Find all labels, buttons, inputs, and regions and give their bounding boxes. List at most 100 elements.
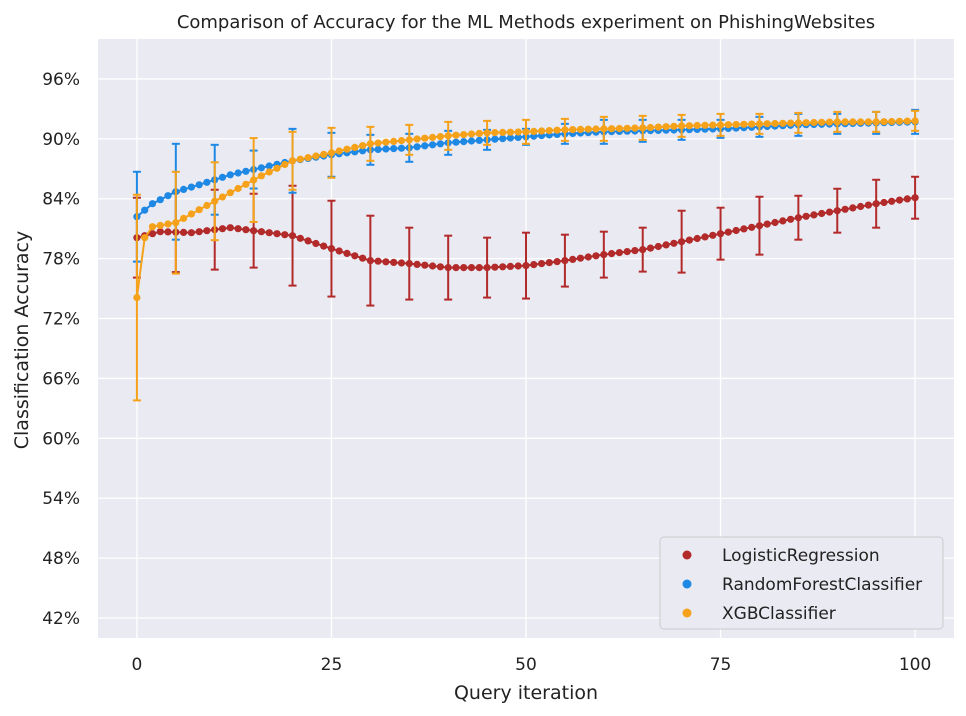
y-tick-label: 78% — [42, 250, 80, 270]
data-point — [748, 120, 756, 128]
x-tick-label: 0 — [131, 655, 142, 675]
data-point — [716, 230, 725, 238]
data-point — [156, 228, 164, 236]
data-point — [685, 122, 694, 130]
data-point — [522, 262, 530, 270]
data-point — [561, 126, 569, 134]
y-tick-label: 84% — [42, 190, 80, 210]
data-point — [794, 214, 803, 222]
legend-label: RandomForestClassifier — [722, 575, 922, 595]
data-point — [335, 147, 343, 155]
data-point — [382, 145, 390, 153]
x-axis-title: Query iteration — [454, 682, 598, 704]
data-point — [226, 171, 234, 179]
data-point — [366, 140, 374, 148]
data-point — [701, 233, 709, 241]
data-point — [646, 244, 655, 252]
data-point — [849, 204, 857, 212]
data-point — [288, 232, 297, 240]
data-point — [530, 127, 538, 135]
data-point — [436, 263, 444, 271]
data-point — [211, 197, 219, 205]
data-point — [483, 264, 491, 272]
data-point — [172, 219, 180, 227]
data-point — [592, 125, 600, 133]
data-point — [724, 121, 732, 129]
data-point — [491, 129, 499, 137]
data-point — [841, 118, 849, 126]
data-point — [569, 255, 577, 263]
data-point — [429, 133, 437, 141]
data-point — [257, 228, 265, 236]
data-point — [226, 224, 234, 232]
data-point — [849, 118, 857, 126]
y-tick-label: 48% — [42, 549, 80, 569]
data-point — [833, 118, 841, 126]
data-point — [164, 220, 172, 228]
data-point — [203, 201, 211, 210]
data-point — [880, 198, 888, 207]
data-point — [771, 119, 779, 128]
data-point — [335, 247, 343, 255]
data-point — [195, 228, 203, 236]
data-point — [429, 141, 437, 149]
data-point — [662, 123, 670, 131]
data-point — [755, 222, 764, 230]
x-tick-label: 50 — [515, 655, 537, 675]
data-point — [608, 250, 616, 258]
data-point — [701, 121, 709, 129]
data-point — [709, 121, 717, 129]
data-point — [693, 234, 701, 243]
data-point — [857, 202, 865, 211]
data-point — [592, 252, 600, 260]
legend-marker — [682, 550, 692, 560]
data-point — [242, 180, 250, 188]
data-point — [538, 127, 546, 135]
data-point — [600, 125, 608, 133]
data-point — [195, 206, 203, 214]
data-point — [413, 260, 421, 268]
data-point — [841, 205, 849, 213]
data-point — [421, 134, 429, 142]
data-point — [156, 196, 164, 204]
data-point — [678, 122, 686, 130]
data-point — [740, 225, 748, 233]
data-point — [413, 135, 421, 143]
data-point — [794, 119, 803, 127]
data-point — [584, 125, 592, 133]
data-point — [460, 131, 468, 139]
data-point — [857, 118, 865, 126]
data-point — [522, 128, 530, 136]
data-point — [475, 136, 483, 144]
data-point — [888, 117, 896, 126]
data-point — [569, 126, 577, 134]
data-point — [421, 142, 429, 150]
data-point — [148, 223, 157, 231]
data-point — [911, 117, 919, 125]
data-point — [304, 154, 312, 162]
data-point — [203, 227, 211, 235]
data-point — [802, 212, 810, 220]
data-point — [545, 127, 553, 135]
data-point — [218, 225, 227, 233]
data-point — [460, 138, 468, 146]
data-point — [452, 138, 460, 146]
data-point — [343, 249, 351, 257]
data-point — [763, 120, 771, 128]
data-point — [327, 245, 336, 253]
y-tick-label: 60% — [42, 429, 80, 449]
data-point — [374, 257, 382, 265]
data-point — [234, 184, 242, 193]
data-point — [475, 129, 483, 137]
data-point — [187, 229, 195, 237]
data-point — [654, 242, 662, 251]
data-point — [413, 143, 421, 151]
data-point — [343, 145, 351, 153]
data-point — [320, 150, 328, 158]
data-point — [654, 123, 662, 131]
data-point — [561, 257, 569, 265]
data-point — [187, 210, 195, 218]
x-tick-label: 25 — [321, 655, 343, 675]
data-point — [787, 215, 795, 223]
data-point — [218, 193, 227, 201]
